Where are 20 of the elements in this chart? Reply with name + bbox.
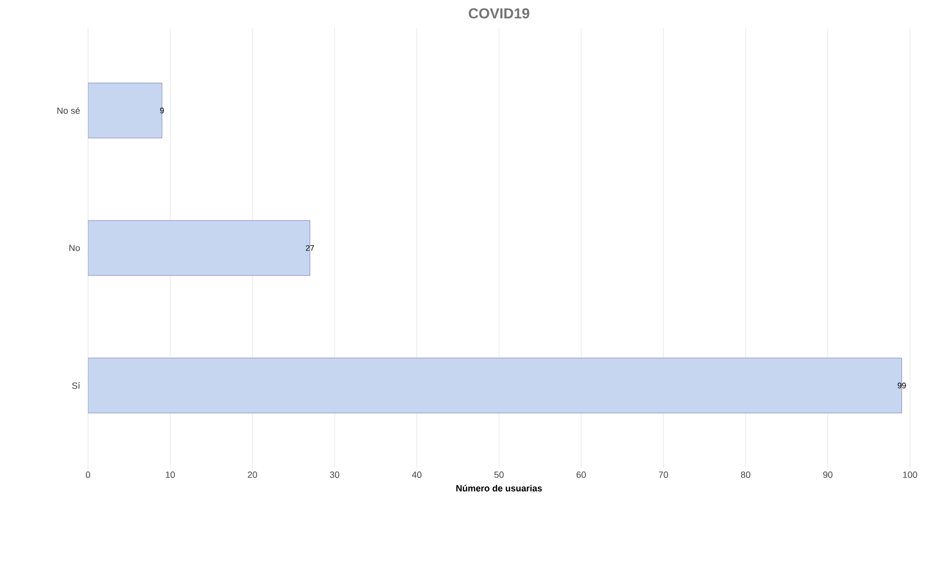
x-tick-label: 30 xyxy=(330,472,340,478)
data-label: 9 xyxy=(160,108,164,114)
y-tick-label: Sí xyxy=(72,382,80,389)
x-tick-label: 80 xyxy=(740,472,750,478)
x-tick-label: 50 xyxy=(494,472,504,478)
y-tick-label: No xyxy=(69,244,80,252)
bar xyxy=(88,82,162,138)
x-axis-title: Número de usuarias xyxy=(456,484,542,492)
x-tick-label: 90 xyxy=(823,472,832,478)
x-tick-label: 20 xyxy=(248,472,258,478)
x-tick-label: 70 xyxy=(658,472,668,478)
x-tick-label: 100 xyxy=(903,472,918,478)
data-label: 27 xyxy=(306,245,314,251)
chart-title: COVID19 xyxy=(468,8,530,18)
y-tick-label: No sé xyxy=(57,107,80,114)
x-tick-label: 60 xyxy=(576,472,586,478)
x-tick-label: 40 xyxy=(412,472,422,478)
x-tick-label: 10 xyxy=(166,472,175,478)
x-tick-label: 0 xyxy=(86,472,90,478)
data-label: 99 xyxy=(898,382,906,388)
